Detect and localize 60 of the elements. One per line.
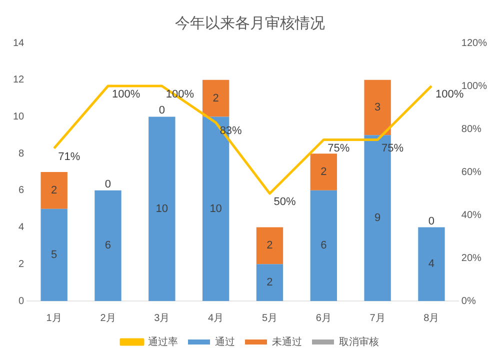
y-tick-label: 8 — [18, 148, 25, 160]
y2-tick-label: 100% — [461, 80, 488, 92]
x-tick-label: 8月 — [424, 312, 440, 324]
y2-tick-label: 0% — [461, 296, 476, 307]
y2-tick-label: 120% — [461, 38, 488, 49]
y-tick-label: 6 — [18, 185, 25, 196]
y-tick-label: 12 — [13, 74, 25, 86]
data-label: 2 — [51, 184, 58, 196]
x-tick-label: 6月 — [316, 312, 332, 324]
data-label: 100% — [435, 88, 464, 101]
x-tick-label: 1月 — [46, 312, 62, 324]
data-label: 71% — [58, 150, 80, 163]
data-label: 100% — [112, 88, 140, 101]
y-tick-label: 0 — [18, 296, 25, 307]
bar — [310, 190, 337, 301]
data-label: 0 — [428, 215, 435, 228]
legend-label: 通过 — [215, 336, 235, 348]
bar — [94, 190, 122, 301]
data-label: 9 — [374, 212, 381, 224]
y-tick-label: 4 — [18, 222, 25, 234]
bar — [148, 116, 176, 301]
data-label: 2 — [266, 276, 273, 289]
bar — [256, 264, 284, 301]
bar — [40, 172, 68, 209]
data-label: 10 — [210, 202, 222, 215]
bar — [256, 227, 284, 264]
x-tick-label: 4月 — [208, 312, 224, 324]
x-tick-label: 5月 — [262, 312, 278, 324]
y-tick-label: 2 — [18, 258, 25, 270]
bar — [364, 80, 391, 136]
y2-tick-label: 40% — [461, 210, 482, 221]
y2-tick-label: 80% — [461, 124, 482, 135]
data-label: 5 — [51, 248, 58, 261]
data-label: 6 — [320, 240, 327, 252]
y2-tick-label: 60% — [461, 166, 482, 178]
x-tick-label: 3月 — [154, 312, 170, 324]
y-tick-label: 14 — [13, 38, 25, 49]
data-label: 2 — [212, 92, 219, 104]
data-label: 50% — [274, 196, 296, 208]
y2-tick-label: 20% — [461, 252, 482, 264]
legend-label: 未通过 — [272, 336, 302, 348]
legend-label: 取消审核 — [339, 336, 379, 348]
data-label: 0 — [104, 178, 112, 190]
data-label: 75% — [328, 142, 350, 154]
data-label: 2 — [266, 240, 273, 252]
data-label: 10 — [156, 202, 168, 215]
data-label: 4 — [428, 258, 435, 270]
bar — [418, 227, 445, 301]
bar — [40, 208, 68, 301]
x-tick-label: 7月 — [370, 312, 386, 324]
chart-title: 今年以来各月审核情况 — [175, 15, 325, 32]
data-label: 6 — [104, 240, 112, 252]
data-label: 3 — [374, 102, 381, 114]
bar — [310, 154, 337, 190]
bar — [202, 80, 230, 117]
x-tick-label: 2月 — [100, 312, 116, 324]
legend-label: 通过率 — [148, 336, 178, 348]
y-tick-label: 10 — [13, 111, 25, 122]
data-label: 0 — [158, 104, 165, 117]
data-label: 2 — [320, 166, 327, 178]
